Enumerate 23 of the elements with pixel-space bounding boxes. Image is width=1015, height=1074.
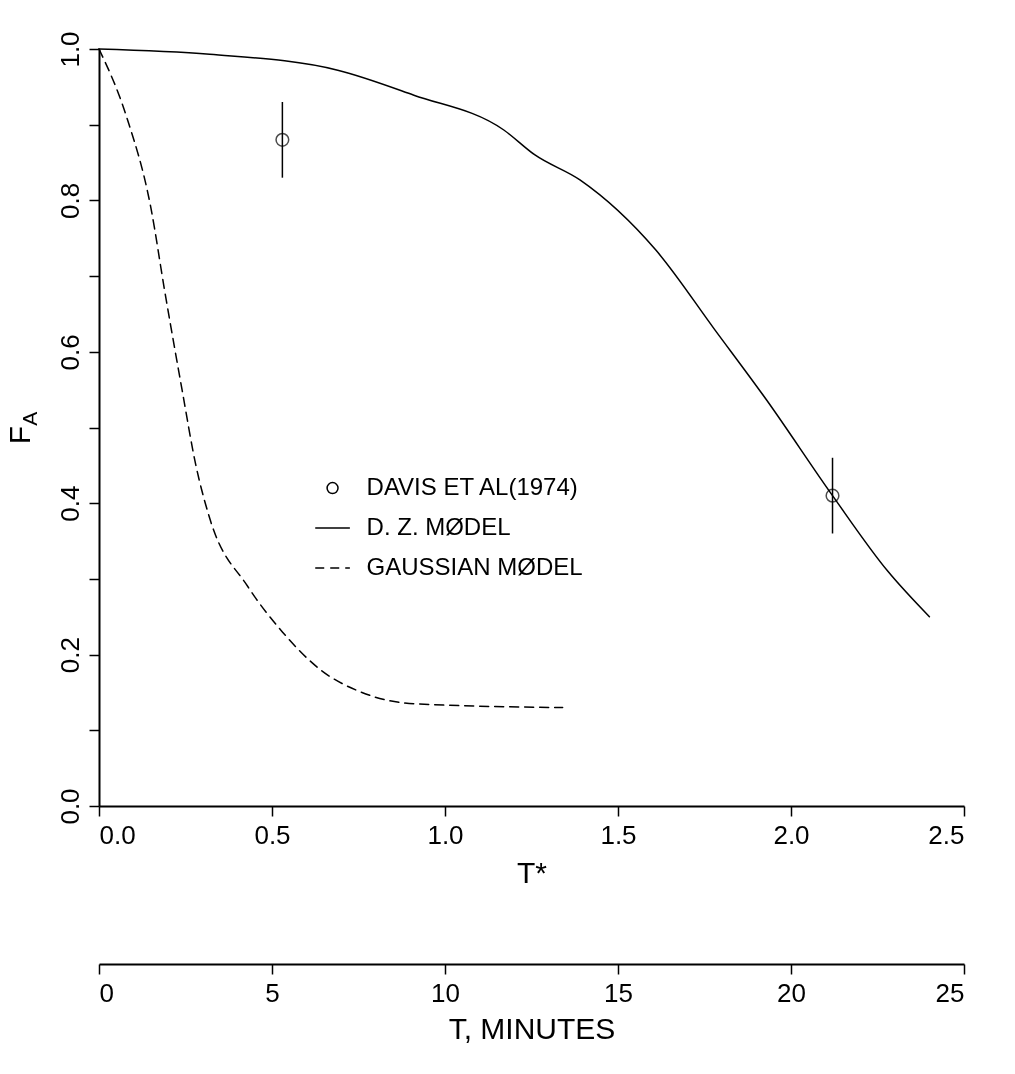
x-tick-label: 1.5 — [600, 819, 637, 850]
x-tick-label: 0.5 — [254, 819, 291, 850]
x2-tick-label: 0 — [99, 977, 114, 1008]
x-tick-label: 2.0 — [773, 819, 810, 850]
x2-tick-label: 15 — [604, 977, 633, 1008]
y-tick-label: 0.0 — [54, 788, 85, 825]
legend-label: GAUSSIAN MØDEL — [366, 553, 583, 581]
y-tick-label: 0.8 — [54, 182, 85, 219]
legend-label: D. Z. MØDEL — [366, 513, 511, 541]
x-tick-label: 0.0 — [99, 819, 136, 850]
x-tick-label: 1.0 — [427, 819, 464, 850]
y-tick-label: 0.4 — [54, 485, 85, 522]
legend-label: DAVIS ET AL(1974) — [366, 473, 578, 501]
x-tick-label: 2.5 — [928, 819, 965, 850]
x2-tick-label: 10 — [431, 977, 460, 1008]
y-tick-label: 0.2 — [54, 637, 85, 674]
x-axis-title: T* — [517, 855, 548, 889]
x2-tick-label: 25 — [935, 977, 965, 1008]
y-tick-label: 0.6 — [54, 334, 85, 371]
x2-tick-label: 20 — [777, 977, 806, 1008]
x2-tick-label: 5 — [265, 977, 280, 1008]
x2-axis-title: T, MINUTES — [448, 1011, 616, 1045]
y-tick-label: 1.0 — [54, 31, 85, 68]
